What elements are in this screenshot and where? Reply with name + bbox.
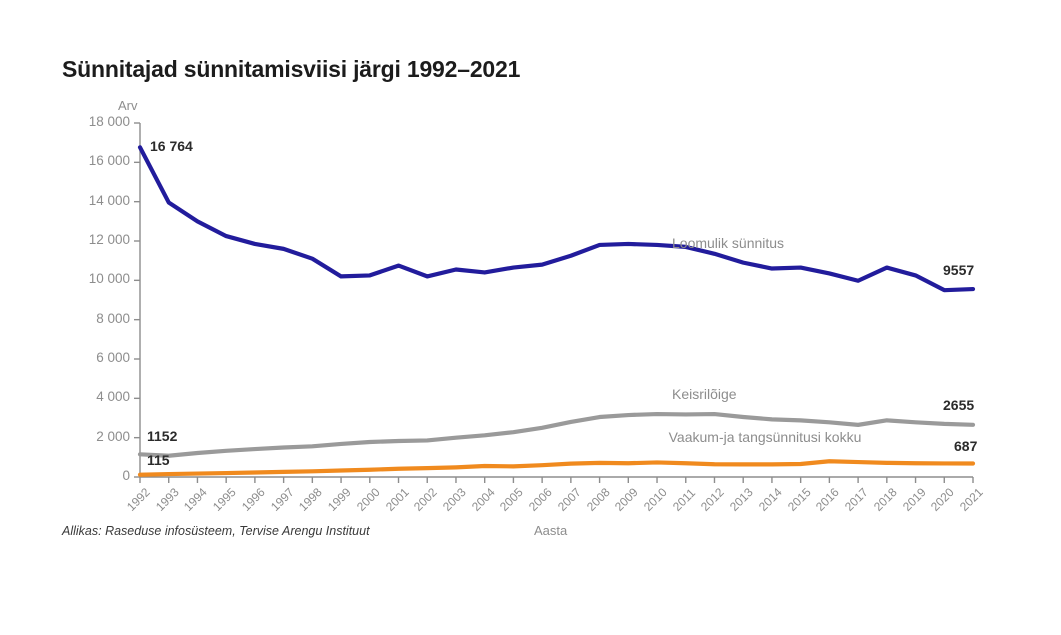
source-note: Allikas: Raseduse infosüsteem, Tervise A…	[62, 524, 370, 538]
value-label: 1152	[147, 428, 178, 444]
series-label: Keisrilõige	[672, 386, 737, 402]
value-label: 16 764	[150, 138, 193, 154]
y-tick-label: 2 000	[96, 428, 130, 444]
value-label: 9557	[943, 262, 975, 278]
y-tick-label: 10 000	[88, 271, 130, 287]
value-label: 2655	[943, 397, 975, 413]
series-line-keisril-ige	[137, 411, 976, 458]
y-tick-label: 12 000	[88, 232, 130, 247]
page-title: Sünnitajad sünnitamisviisi järgi 1992–20…	[62, 56, 521, 82]
series-label: Loomulik sünnitus	[672, 235, 785, 251]
y-tick-label: 18 000	[88, 114, 130, 129]
series-line-vaakum-ja-tangs-nnitusi-kokku	[137, 459, 976, 477]
value-label: 115	[147, 452, 170, 468]
series-label: Vaakum-ja tangsünnitusi kokku	[668, 429, 862, 445]
y-tick-label: 16 000	[88, 153, 130, 169]
y-tick-label: 14 000	[88, 192, 130, 208]
y-tick-label: 4 000	[96, 389, 130, 405]
y-axis-title: Arv	[118, 98, 138, 113]
x-axis-title: Aasta	[534, 523, 568, 538]
series-line-loomulik-s-nnitus	[137, 145, 976, 293]
y-tick-label: 6 000	[96, 350, 130, 365]
y-tick-label: 8 000	[96, 310, 130, 326]
value-label: 687	[954, 438, 978, 454]
y-tick-label: 0	[122, 468, 130, 483]
